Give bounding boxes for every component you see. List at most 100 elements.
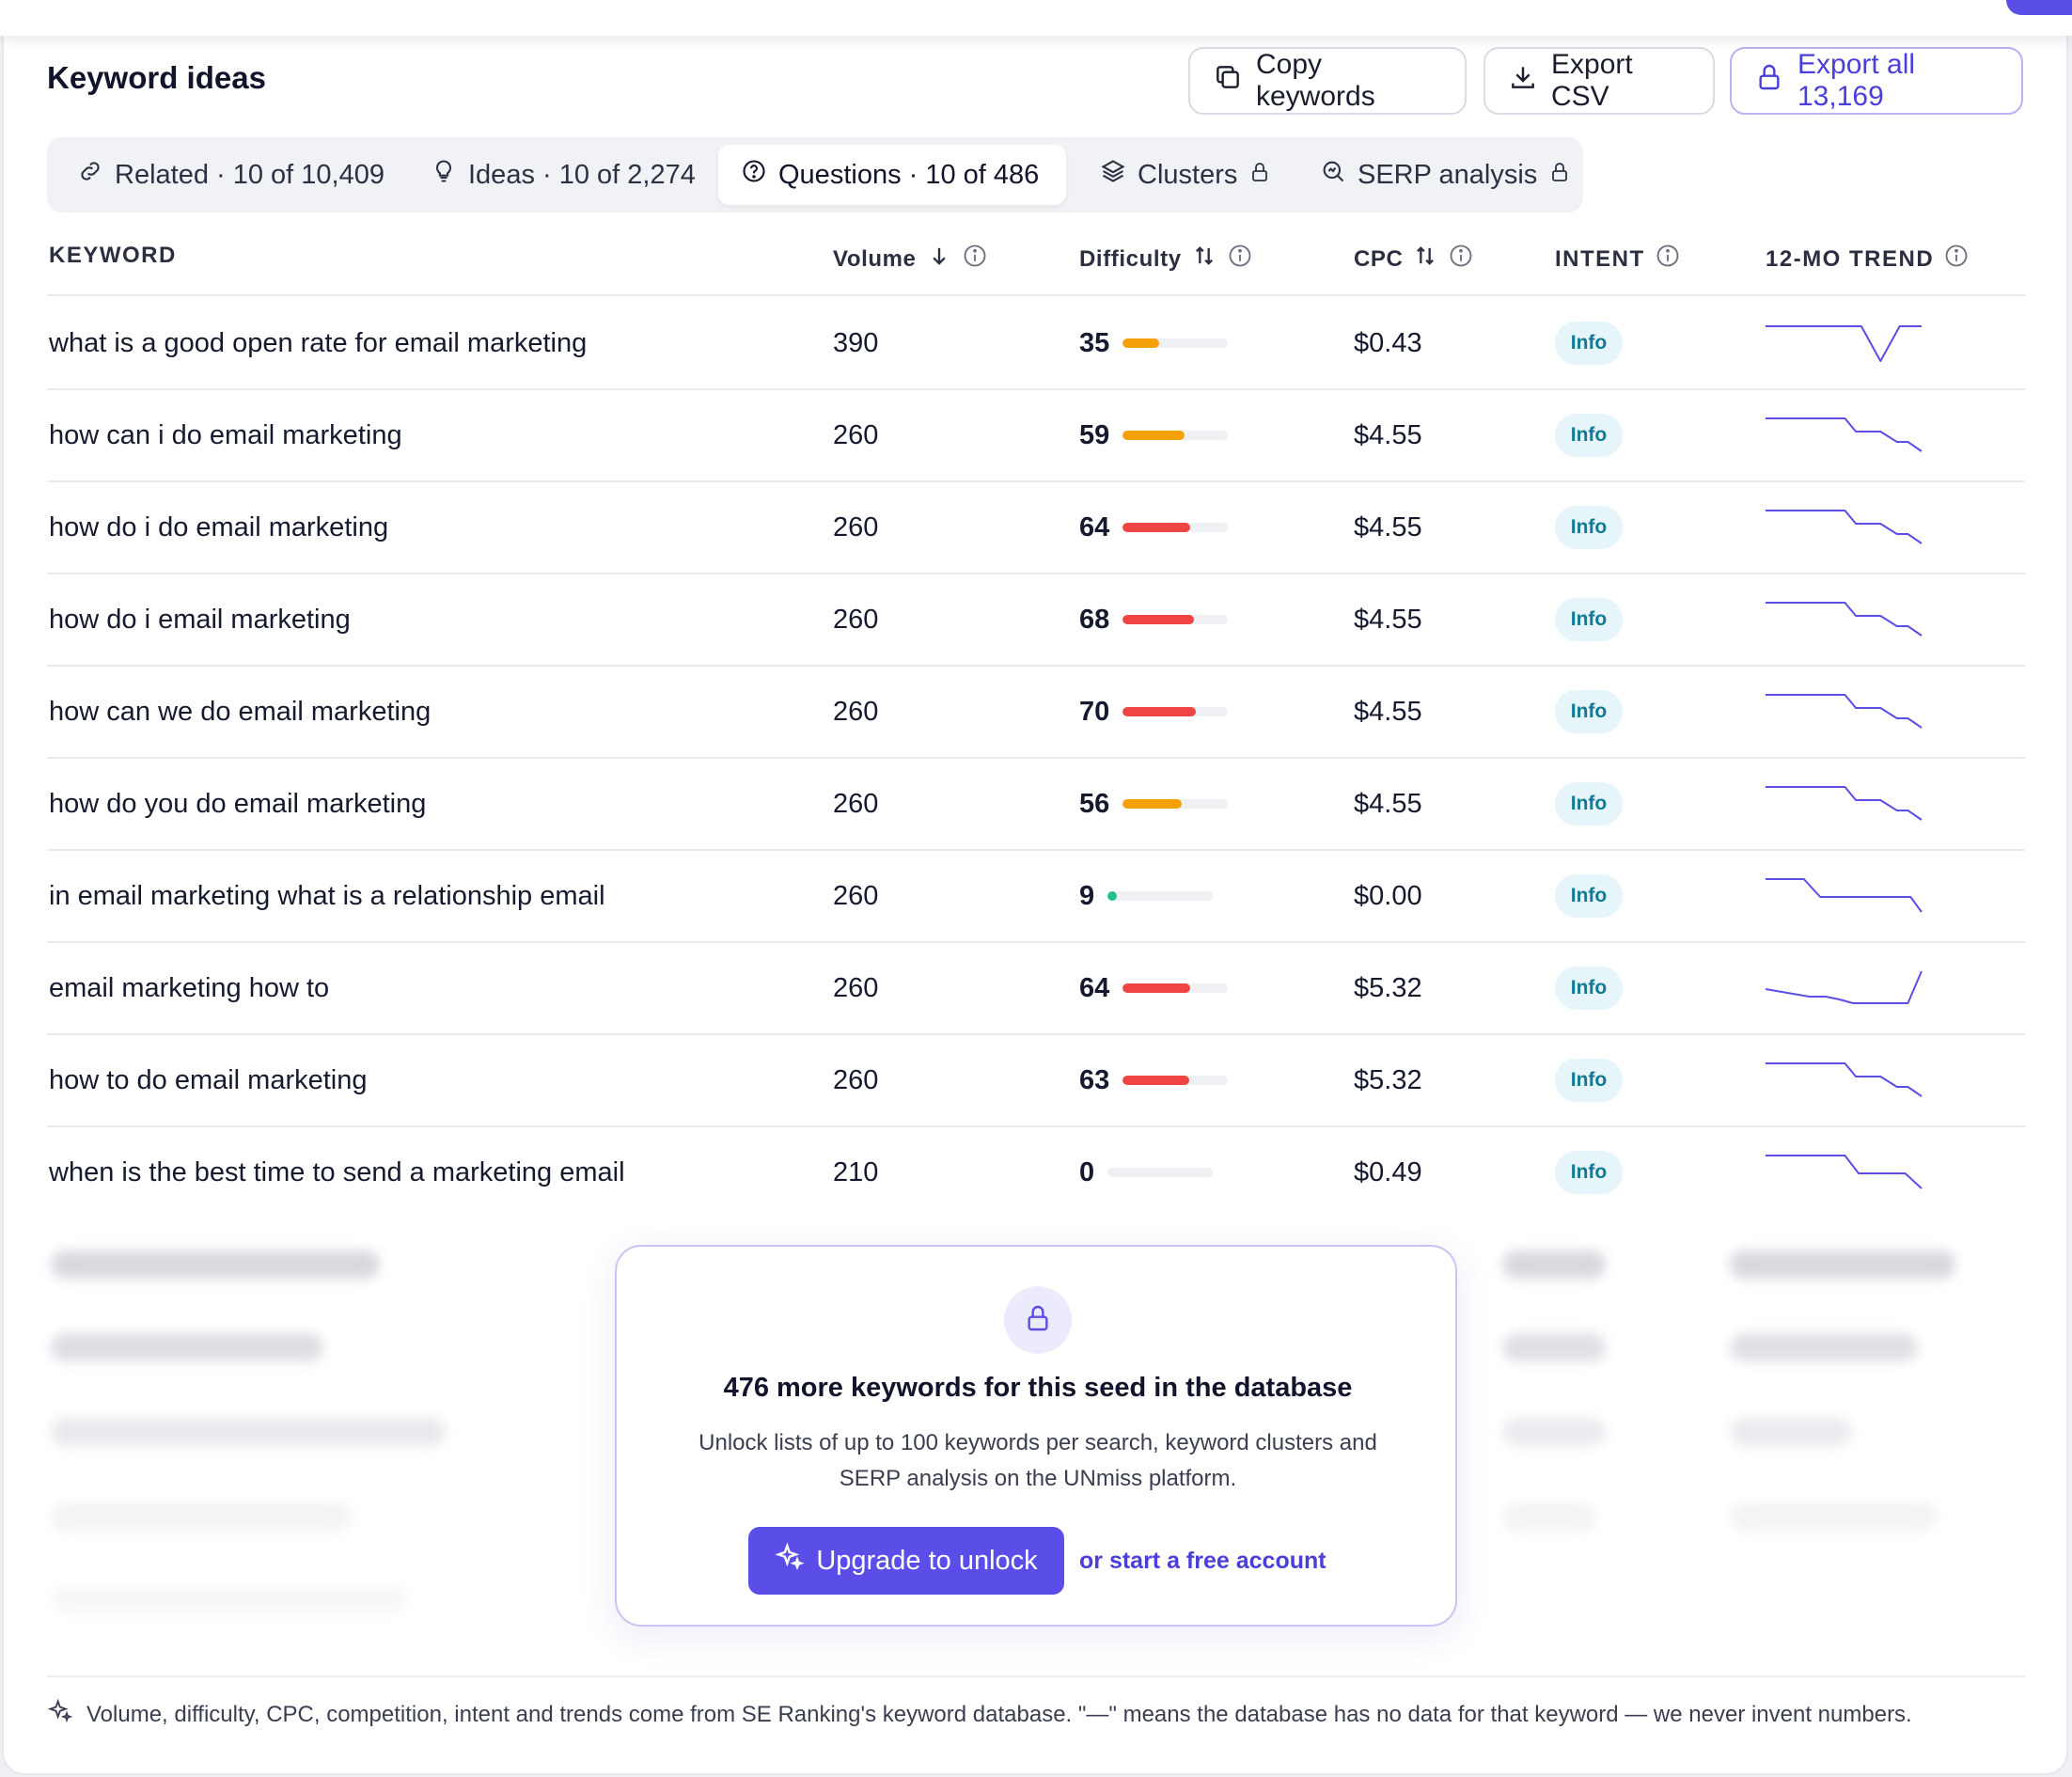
table-row[interactable]: when is the best time to send a marketin… xyxy=(0,1126,2072,1219)
intent-badge[interactable]: Info xyxy=(1555,782,1623,826)
volume-cell: 210 xyxy=(833,1156,879,1187)
intent-badge[interactable]: Info xyxy=(1555,598,1623,641)
table-row[interactable]: email marketing how to 260 64 $5.32 Info xyxy=(0,942,2072,1034)
free-account-link[interactable]: or start a free account xyxy=(1079,1547,1326,1574)
info-icon[interactable] xyxy=(1655,243,1681,275)
trend-sparkline xyxy=(1766,1034,1922,1126)
data-source-note: Volume, difficulty, CPC, competition, in… xyxy=(47,1698,1912,1731)
intent-badge[interactable]: Info xyxy=(1555,1151,1623,1194)
volume-cell: 260 xyxy=(833,604,879,635)
difficulty-bar xyxy=(1107,1168,1214,1177)
keyword-cell[interactable]: how do i do email marketing xyxy=(49,511,389,543)
tab-related[interactable]: Related · 10 of 10,409 xyxy=(55,145,407,205)
intent-badge[interactable]: Info xyxy=(1555,874,1623,918)
table-row[interactable]: how do i email marketing 260 68 $4.55 Info xyxy=(0,574,2072,666)
trend-cell xyxy=(1766,850,1922,942)
intent-cell: Info xyxy=(1555,481,1623,574)
tab-questions[interactable]: Questions · 10 of 486 xyxy=(718,145,1066,205)
table-row[interactable]: how can i do email marketing 260 59 $4.55 In… xyxy=(0,389,2072,481)
search-chart-icon xyxy=(1320,158,1346,192)
volume-cell: 260 xyxy=(833,696,879,727)
top-strip xyxy=(0,0,2072,36)
row-divider xyxy=(47,480,2025,482)
keyword-cell[interactable]: how can i do email marketing xyxy=(49,419,402,450)
upgrade-button[interactable]: Upgrade to unlock xyxy=(748,1527,1064,1595)
table-row[interactable]: how do you do email marketing 260 56 $4.55 I… xyxy=(0,758,2072,850)
trend-cell xyxy=(1766,481,1922,574)
keyword-cell[interactable]: how to do email marketing xyxy=(49,1064,368,1095)
intent-badge[interactable]: Info xyxy=(1555,414,1623,457)
keyword-cell[interactable]: email marketing how to xyxy=(49,972,330,1003)
keyword-cell[interactable]: how do i email marketing xyxy=(49,604,351,635)
tab-clusters[interactable]: Clusters xyxy=(1077,145,1294,205)
intent-badge[interactable]: Info xyxy=(1555,690,1623,733)
difficulty-bar-fill xyxy=(1122,983,1191,993)
tab-serp-analysis[interactable]: SERP analysis xyxy=(1297,145,1593,205)
column-header-difficulty-label: Difficulty xyxy=(1079,245,1182,272)
intent-cell: Info xyxy=(1555,1034,1623,1126)
keyword-cell[interactable]: when is the best time to send a marketin… xyxy=(49,1156,625,1187)
tab-ideas[interactable]: Ideas · 10 of 2,274 xyxy=(408,145,718,205)
info-icon[interactable] xyxy=(1943,243,1970,275)
difficulty-bar-fill xyxy=(1107,891,1118,901)
intent-badge[interactable]: Info xyxy=(1555,506,1623,549)
export-csv-label: Export CSV xyxy=(1551,49,1633,112)
difficulty-bar xyxy=(1122,431,1229,440)
trend-cell xyxy=(1766,758,1922,850)
difficulty-bar-fill xyxy=(1122,615,1195,624)
intent-badge[interactable]: Info xyxy=(1555,967,1623,1010)
table-row[interactable]: what is a good open rate for email marke… xyxy=(0,297,2072,389)
keyword-cell[interactable]: in email marketing what is a relationshi… xyxy=(49,880,605,911)
difficulty-cell: 35 xyxy=(1079,297,1229,389)
trend-cell xyxy=(1766,389,1922,481)
trend-sparkline xyxy=(1766,942,1922,1034)
difficulty-score: 70 xyxy=(1079,696,1110,727)
info-icon[interactable] xyxy=(1448,243,1474,275)
table-row[interactable]: how can we do email marketing 260 70 $4.55 I… xyxy=(0,666,2072,758)
export-csv-button[interactable]: Export CSV xyxy=(1483,47,1715,115)
lock-icon xyxy=(1023,1303,1053,1338)
volume-cell: 260 xyxy=(833,880,879,911)
difficulty-cell: 0 xyxy=(1079,1126,1214,1219)
difficulty-bar-fill xyxy=(1122,707,1197,716)
table-row[interactable]: how to do email marketing 260 63 $5.32 Info xyxy=(0,1034,2072,1126)
cpc-cell: $4.55 xyxy=(1354,419,1422,450)
locked-rows-preview xyxy=(47,1232,2025,1627)
tab-ideas-label: Ideas · 10 of 2,274 xyxy=(468,159,696,190)
copy-keywords-button[interactable]: Copy keywords xyxy=(1188,47,1467,115)
cpc-cell: $0.43 xyxy=(1354,327,1422,358)
trend-line xyxy=(1766,971,1922,1003)
trend-cell xyxy=(1766,666,1922,758)
export-all-button[interactable]: Export all 13,169 xyxy=(1730,47,2023,115)
info-icon[interactable] xyxy=(1227,243,1253,275)
keyword-cell[interactable]: how can we do email marketing xyxy=(49,696,432,727)
row-divider xyxy=(47,1033,2025,1035)
page-title: Keyword ideas xyxy=(47,60,266,95)
table-row[interactable]: how do i do email marketing 260 64 $4.55 Inf… xyxy=(0,481,2072,574)
column-header-volume[interactable]: Volume xyxy=(833,243,988,275)
difficulty-cell: 56 xyxy=(1079,758,1229,850)
data-source-text: Volume, difficulty, CPC, competition, in… xyxy=(86,1701,1912,1727)
trend-cell xyxy=(1766,1126,1922,1219)
column-header-difficulty[interactable]: Difficulty xyxy=(1079,243,1253,275)
keyword-cell[interactable]: how do you do email marketing xyxy=(49,788,427,819)
sort-down-icon xyxy=(926,243,952,275)
intent-badge[interactable]: Info xyxy=(1555,1059,1623,1102)
cpc-cell: $4.55 xyxy=(1354,511,1422,543)
trend-line xyxy=(1766,326,1922,361)
info-icon[interactable] xyxy=(962,243,988,275)
tab-related-label: Related · 10 of 10,409 xyxy=(115,159,385,190)
tab-bar: Related · 10 of 10,409 Ideas · 10 of 2,2… xyxy=(47,137,1583,212)
cpc-cell: $4.55 xyxy=(1354,696,1422,727)
cpc-cell: $5.32 xyxy=(1354,1064,1422,1095)
keyword-cell[interactable]: what is a good open rate for email marke… xyxy=(49,327,588,358)
trend-sparkline xyxy=(1766,574,1922,666)
difficulty-cell: 9 xyxy=(1079,850,1214,942)
tab-serp-analysis-label: SERP analysis xyxy=(1358,159,1538,190)
table-row[interactable]: in email marketing what is a relationshi… xyxy=(0,850,2072,942)
column-header-cpc[interactable]: CPC xyxy=(1354,243,1474,275)
cpc-cell: $4.55 xyxy=(1354,604,1422,635)
intent-badge[interactable]: Info xyxy=(1555,322,1623,365)
column-header-intent: INTENT xyxy=(1555,243,1681,275)
column-header-intent-label: INTENT xyxy=(1555,245,1645,272)
